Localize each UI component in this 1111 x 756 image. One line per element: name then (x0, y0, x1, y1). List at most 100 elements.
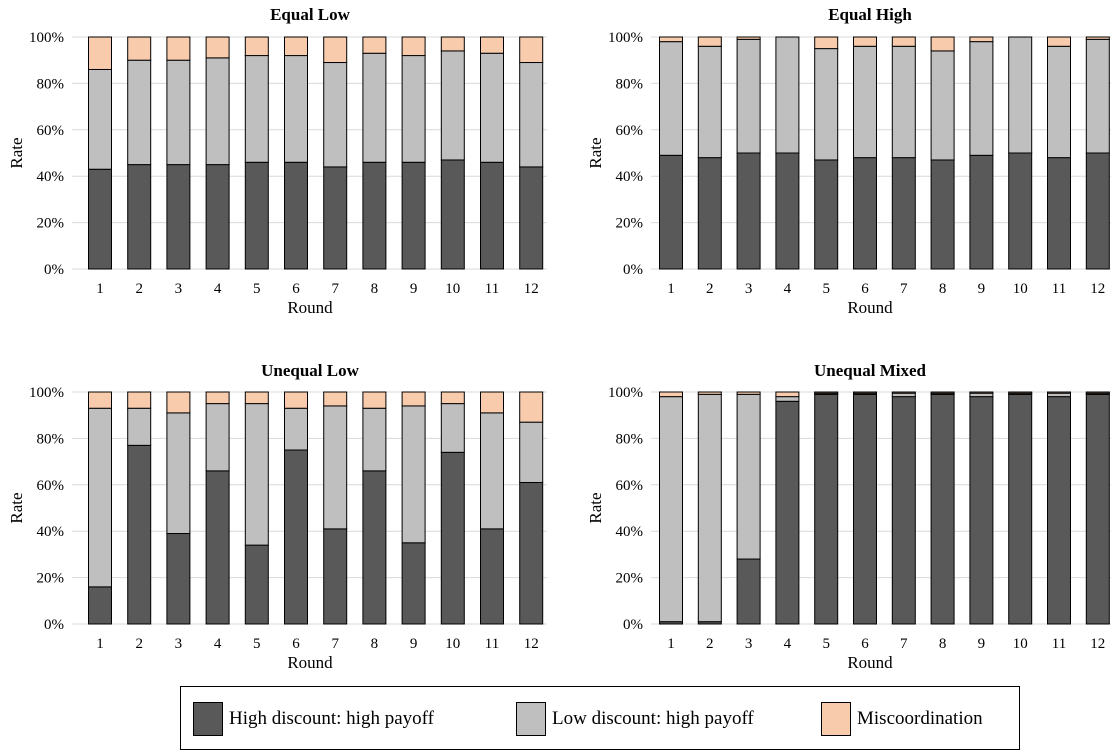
bar-segment-low-discount-high-payoff (205, 57, 230, 166)
y-tick-label: 100% (608, 30, 643, 46)
x-tick-label: 12 (1090, 636, 1105, 652)
bar-segment-low-discount-high-payoff (205, 403, 230, 472)
x-tick-label: 1 (667, 636, 675, 652)
bar-segment-miscoordination (1008, 391, 1033, 394)
x-axis-label: Round (847, 653, 893, 672)
x-tick-label: 9 (978, 281, 986, 297)
bar-segment-low-discount-high-payoff (853, 45, 877, 159)
bar-segment-high-discount-high-payoff (127, 444, 152, 625)
bar-segment-miscoordination (284, 391, 308, 409)
bar-segment-miscoordination (127, 391, 152, 409)
y-tick-label: 80% (616, 76, 644, 92)
bar-segment-high-discount-high-payoff (1047, 396, 1071, 625)
bar-segment-miscoordination (659, 391, 683, 398)
x-axis-label: Round (287, 653, 333, 672)
bar-segment-miscoordination (244, 391, 269, 405)
x-tick-label: 7 (900, 281, 908, 297)
y-axis-label: Rate (586, 137, 605, 168)
x-tick-label: 3 (175, 281, 183, 297)
bar-segment-high-discount-high-payoff (480, 161, 504, 270)
bar-segment-high-discount-high-payoff (697, 157, 722, 270)
bar-segment-low-discount-high-payoff (659, 41, 683, 156)
legend-swatch-miscoordination (821, 702, 851, 736)
bar-segment-miscoordination (814, 391, 839, 394)
legend-label-high-discount: High discount: high payoff (229, 708, 434, 729)
bar-segment-low-discount-high-payoff (736, 393, 761, 560)
bar-segment-high-discount-high-payoff (853, 157, 877, 270)
x-tick-label: 9 (978, 636, 986, 652)
bar-segment-low-discount-high-payoff (440, 50, 465, 161)
x-tick-label: 11 (485, 636, 499, 652)
bar-segment-high-discount-high-payoff (244, 161, 269, 270)
x-tick-label: 6 (861, 636, 869, 652)
x-tick-label: 4 (784, 636, 792, 652)
bar-segment-miscoordination (1085, 391, 1110, 394)
x-tick-label: 10 (1013, 281, 1028, 297)
bar-segment-high-discount-high-payoff (440, 451, 465, 625)
x-tick-label: 8 (371, 281, 379, 297)
bar-segment-low-discount-high-payoff (166, 59, 191, 166)
bar-segment-miscoordination (930, 36, 955, 52)
y-axis-label: Rate (586, 492, 605, 523)
bar-segment-miscoordination (736, 36, 761, 40)
panel-title: Unequal Mixed (814, 361, 926, 380)
bar-segment-high-discount-high-payoff (891, 157, 916, 270)
bar-segment-low-discount-high-payoff (1085, 38, 1110, 154)
bar-segment-high-discount-high-payoff (659, 154, 683, 270)
bar-segment-high-discount-high-payoff (362, 470, 387, 625)
x-tick-label: 6 (292, 636, 300, 652)
x-tick-label: 7 (331, 636, 339, 652)
y-tick-label: 0% (44, 262, 64, 278)
bar-segment-low-discount-high-payoff (519, 421, 544, 483)
bar-segment-high-discount-high-payoff (519, 481, 544, 625)
bar-segment-miscoordination (697, 36, 722, 47)
y-tick-label: 20% (37, 571, 65, 587)
bar-segment-high-discount-high-payoff (736, 558, 761, 625)
bar-segment-low-discount-high-payoff (697, 45, 722, 159)
x-tick-label: 6 (861, 281, 869, 297)
bar-segment-high-discount-high-payoff (775, 152, 800, 270)
bar-segment-low-discount-high-payoff (1008, 36, 1033, 154)
bar-segment-low-discount-high-payoff (1047, 45, 1071, 159)
bar-segment-low-discount-high-payoff (244, 55, 269, 163)
bar-segment-low-discount-high-payoff (284, 407, 308, 451)
bar-segment-high-discount-high-payoff (284, 449, 308, 625)
bar-segment-miscoordination (969, 391, 994, 394)
bar-segment-low-discount-high-payoff (127, 59, 152, 166)
x-tick-label: 3 (175, 636, 183, 652)
y-tick-label: 80% (37, 431, 65, 447)
bar-segment-miscoordination (88, 391, 112, 409)
bar-segment-miscoordination (362, 391, 387, 409)
bar-segment-miscoordination (1085, 36, 1110, 40)
bar-segment-miscoordination (323, 391, 348, 407)
bar-segment-high-discount-high-payoff (401, 542, 426, 625)
x-tick-label: 3 (745, 281, 753, 297)
x-tick-label: 12 (524, 636, 539, 652)
bar-segment-low-discount-high-payoff (480, 412, 504, 530)
bar-segment-high-discount-high-payoff (284, 161, 308, 270)
bar-segment-miscoordination (205, 391, 230, 405)
y-tick-label: 100% (608, 385, 643, 401)
bar-segment-high-discount-high-payoff (1085, 393, 1110, 625)
bar-segment-miscoordination (401, 391, 426, 407)
bar-segment-miscoordination (440, 36, 465, 52)
x-tick-label: 2 (706, 636, 714, 652)
y-tick-label: 60% (616, 123, 644, 139)
bar-segment-high-discount-high-payoff (480, 528, 504, 625)
y-axis-label: Rate (7, 137, 26, 168)
bar-segment-low-discount-high-payoff (891, 45, 916, 159)
bar-segment-low-discount-high-payoff (775, 36, 800, 154)
y-tick-label: 0% (623, 617, 643, 633)
x-tick-label: 5 (253, 281, 261, 297)
y-tick-label: 100% (29, 30, 64, 46)
bar-segment-high-discount-high-payoff (127, 164, 152, 270)
bar-segment-low-discount-high-payoff (969, 41, 994, 156)
x-tick-label: 11 (1052, 281, 1066, 297)
x-tick-label: 5 (253, 636, 261, 652)
bar-segment-high-discount-high-payoff (930, 159, 955, 270)
bar-segment-low-discount-high-payoff (284, 55, 308, 163)
bar-segment-miscoordination (323, 36, 348, 64)
bar-segment-low-discount-high-payoff (401, 405, 426, 544)
